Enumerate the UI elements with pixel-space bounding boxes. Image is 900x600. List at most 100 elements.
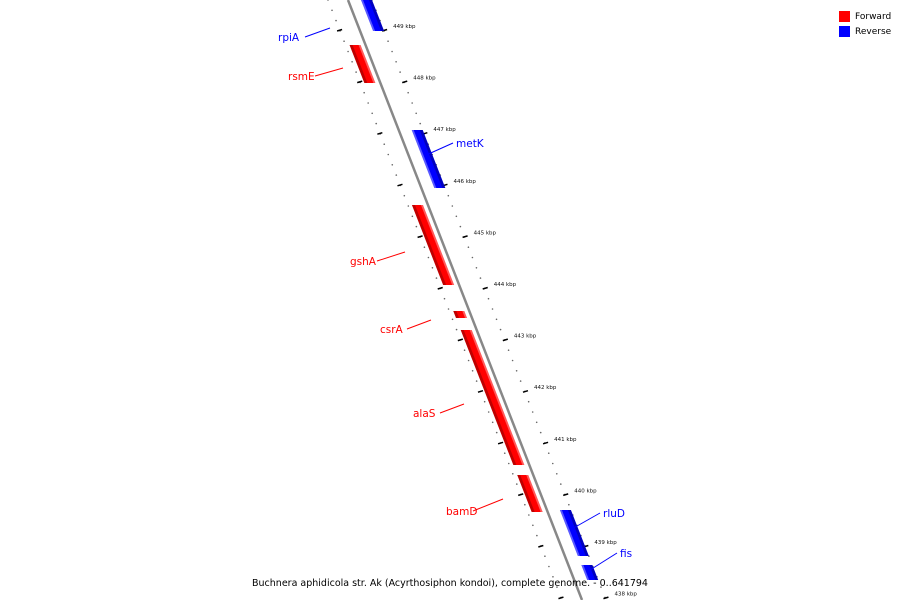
tick-dot: [371, 112, 373, 115]
tick-dot: [559, 483, 562, 485]
tick-dot: [499, 328, 502, 331]
tick-dot: [459, 225, 462, 228]
gene-leader-metK: [423, 142, 454, 157]
gene-bar-rluD[interactable]: [559, 510, 589, 556]
gene-bar-shade: [517, 475, 535, 512]
strand-legend: Forward Reverse: [839, 9, 891, 39]
kbp-tick-left: [397, 183, 403, 187]
tick-dot: [415, 112, 417, 115]
tick-dot: [483, 400, 486, 403]
tick-dot: [395, 61, 397, 63]
kbp-tick-left: [336, 28, 343, 32]
tick-dot: [415, 225, 418, 228]
gene-bar-alaS[interactable]: [460, 330, 525, 465]
gene-label-alaS[interactable]: alaS: [413, 408, 436, 420]
gene-label-rluD[interactable]: rluD: [603, 508, 625, 520]
gene-bar-fis[interactable]: [581, 565, 599, 580]
kbp-label: 442 kbp: [534, 385, 557, 391]
gene-bar-metK[interactable]: [411, 130, 446, 188]
tick-dot: [491, 421, 494, 424]
forward-swatch: [839, 11, 850, 22]
gene-features: [349, 0, 599, 580]
tick-dot: [471, 370, 474, 372]
gene-leader-gshA: [376, 251, 406, 262]
kbp-tick-left: [517, 493, 524, 497]
gene-label-bamD[interactable]: bamD: [446, 506, 477, 518]
kbp-label: 439 kbp: [594, 540, 617, 546]
gene-label-csrA[interactable]: csrA: [380, 324, 404, 336]
gene-bar-shade: [368, 0, 385, 31]
kbp-tick-right: [401, 80, 408, 84]
tick-dot: [503, 452, 506, 455]
gene-rsmE[interactable]: [349, 45, 376, 83]
gene-metK[interactable]: [411, 130, 446, 188]
kbp-tick-left: [417, 235, 423, 239]
kbp-label: 449 kbp: [393, 24, 416, 30]
tick-dot: [363, 91, 365, 94]
tick-dot: [351, 61, 353, 63]
gene-bar-shade: [460, 330, 517, 465]
tick-dot: [467, 359, 470, 362]
tick-dot: [552, 576, 554, 578]
gene-label-metK[interactable]: metK: [456, 138, 485, 150]
gene-label-rsmE[interactable]: rsmE: [288, 71, 315, 83]
tick-dot: [391, 164, 394, 166]
gene-leader-bamD: [472, 498, 504, 512]
gene-alaS[interactable]: [460, 330, 525, 465]
gene-label-rpiA[interactable]: rpiA: [278, 32, 300, 44]
gene-bar-highlight: [462, 311, 468, 318]
tick-dot: [411, 102, 413, 104]
tick-dot: [600, 586, 602, 588]
tick-dot: [507, 349, 510, 352]
legend-label-reverse: Reverse: [855, 26, 892, 37]
kbp-tick-left: [437, 286, 443, 290]
gene-csrA[interactable]: [453, 311, 468, 318]
kbp-tick-left: [558, 596, 564, 600]
kbp-tick-left: [477, 389, 484, 393]
tick-dot: [383, 143, 386, 145]
tick-dot: [467, 246, 470, 248]
kbp-label: 444 kbp: [494, 282, 517, 288]
tick-dot: [423, 246, 426, 248]
gene-leader-alaS: [439, 403, 465, 414]
legend-label-forward: Forward: [855, 11, 892, 22]
gene-bar-rpiA[interactable]: [359, 0, 385, 31]
gene-bar-csrA[interactable]: [453, 311, 468, 318]
gene-bamD[interactable]: [517, 475, 543, 512]
kbp-tick-right: [502, 338, 509, 342]
kbp-tick-left: [356, 80, 363, 84]
tick-dot: [475, 267, 478, 269]
tick-dot: [447, 308, 450, 310]
tick-dot: [387, 153, 390, 156]
gene-rluD[interactable]: [559, 510, 589, 556]
gene-bar-gshA[interactable]: [411, 205, 455, 285]
kbp-tick-right: [522, 389, 529, 393]
tick-dot: [555, 473, 558, 475]
tick-dot: [536, 534, 538, 537]
tick-dot: [471, 256, 474, 259]
legend-item-reverse: Reverse: [839, 24, 891, 39]
gene-bar-shade: [453, 311, 460, 318]
tick-dot: [355, 71, 357, 73]
gene-bar-highlight: [559, 510, 580, 556]
tick-dot: [539, 431, 542, 434]
tick-dot: [495, 431, 498, 434]
gene-label-gshA[interactable]: gshA: [350, 256, 377, 268]
kbp-label: 440 kbp: [574, 488, 597, 494]
tick-dot: [335, 19, 337, 22]
gene-bar-shade: [411, 205, 447, 285]
gene-label-fis[interactable]: fis: [620, 548, 632, 560]
gene-bar-rsmE[interactable]: [349, 45, 376, 83]
tick-dot: [495, 318, 498, 321]
tick-dot: [407, 91, 409, 94]
tick-dot: [347, 50, 349, 53]
kbp-tick-right: [542, 441, 549, 445]
gene-leader-rsmE: [314, 67, 344, 77]
tick-dot: [479, 277, 482, 279]
tick-dot: [427, 256, 430, 259]
gene-rpiA[interactable]: [359, 0, 385, 31]
gene-gshA[interactable]: [411, 205, 455, 285]
tick-dot: [375, 122, 378, 125]
kbp-label: 447 kbp: [433, 127, 456, 133]
gene-bar-bamD[interactable]: [517, 475, 543, 512]
